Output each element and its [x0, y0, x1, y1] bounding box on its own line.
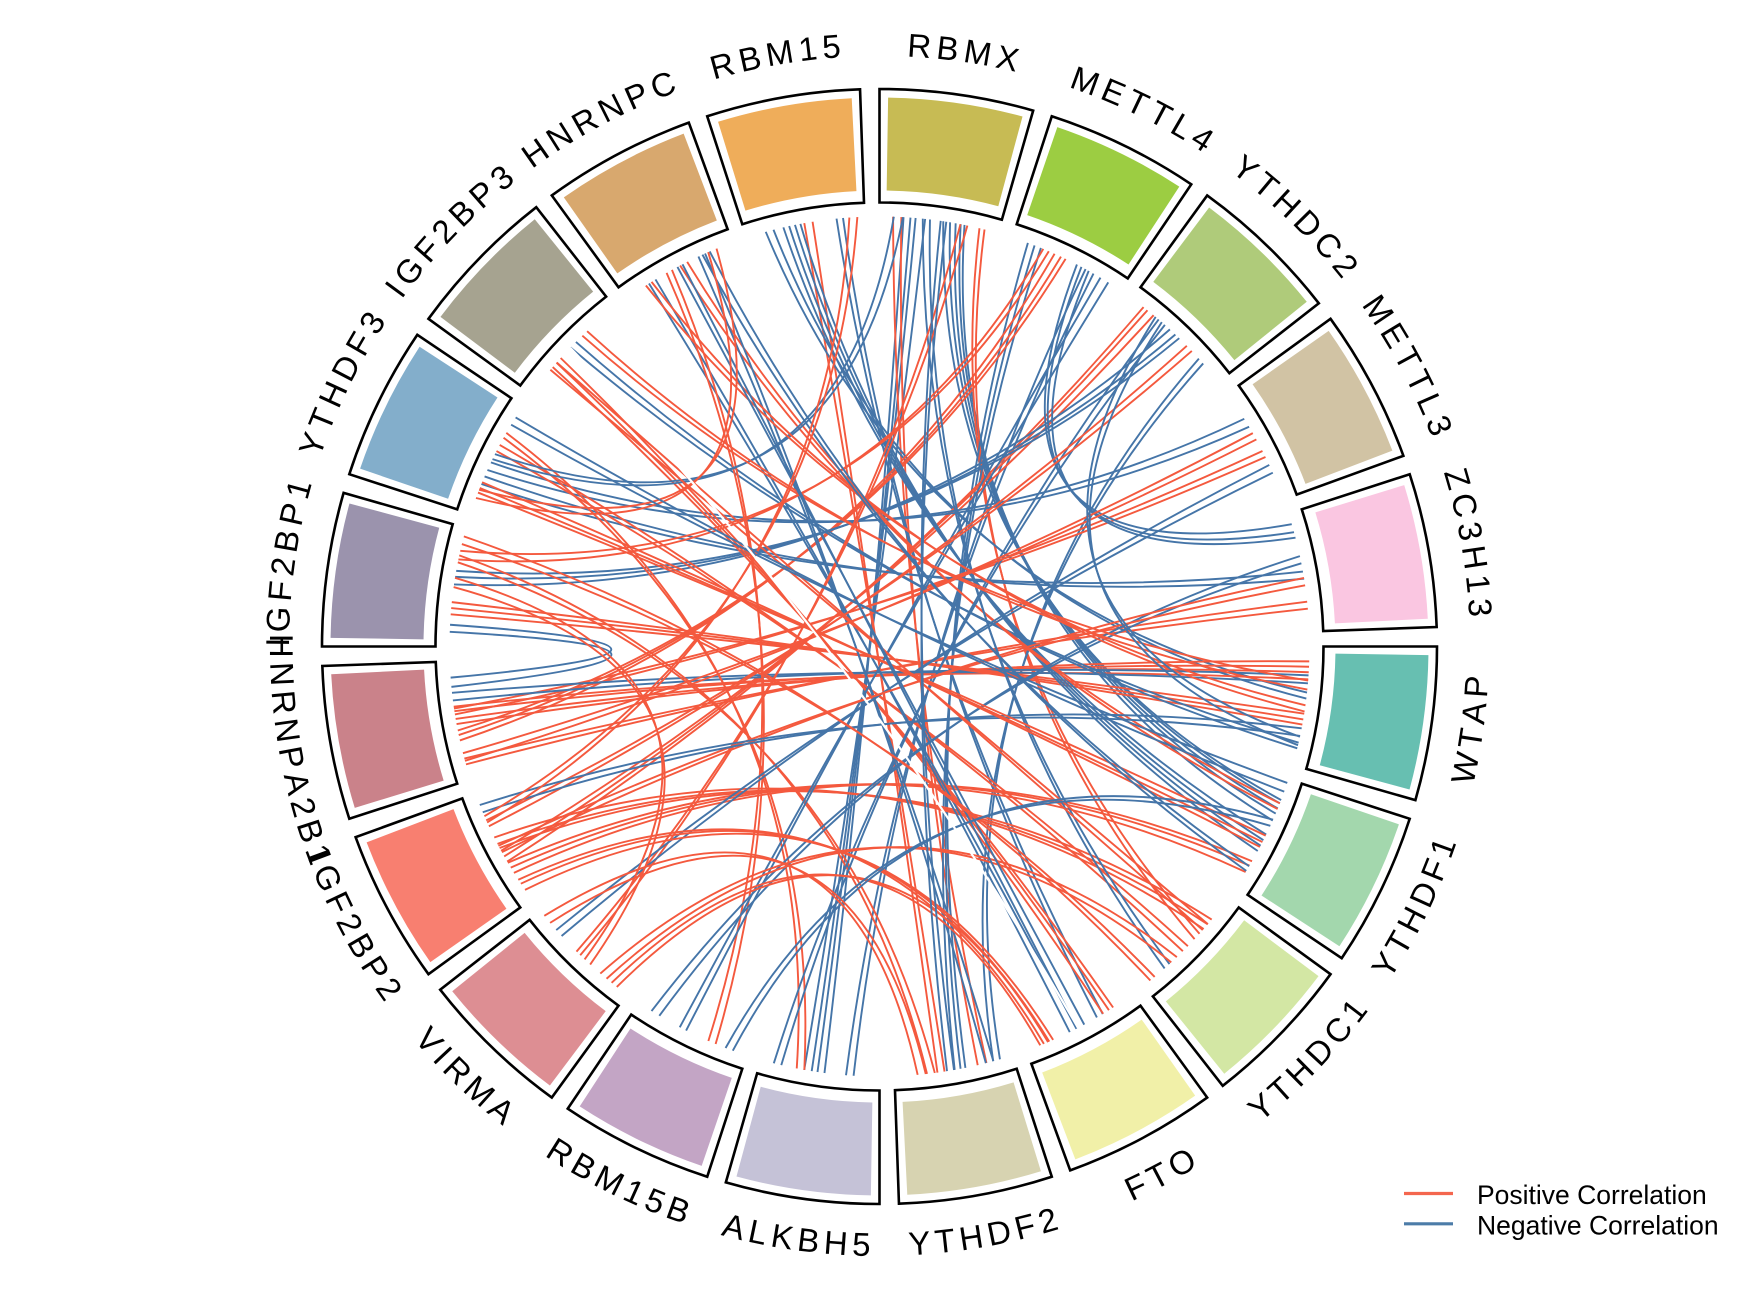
svg-text:Y: Y [907, 1224, 931, 1262]
svg-text:H: H [823, 1224, 849, 1263]
svg-text:G: G [259, 606, 297, 633]
svg-text:H: H [263, 634, 300, 658]
svg-text:1: 1 [1459, 573, 1498, 595]
svg-text:M: M [763, 32, 796, 73]
svg-text:P: P [1457, 674, 1495, 698]
svg-text:I: I [259, 638, 296, 647]
svg-text:R: R [906, 27, 932, 65]
svg-text:N: N [263, 661, 301, 687]
svg-text:H: H [1455, 543, 1495, 572]
svg-text:2: 2 [263, 555, 302, 578]
svg-text:B: B [935, 29, 961, 68]
svg-text:1: 1 [796, 29, 819, 68]
svg-text:B: B [795, 1221, 821, 1260]
svg-text:T: T [933, 1221, 957, 1260]
svg-text:Positive Correlation: Positive Correlation [1477, 1180, 1707, 1210]
svg-text:Negative Correlation: Negative Correlation [1477, 1210, 1719, 1240]
svg-text:F: F [261, 579, 300, 602]
svg-text:H: H [957, 1217, 986, 1257]
svg-text:5: 5 [852, 1225, 871, 1263]
svg-text:N: N [267, 716, 307, 745]
svg-text:3: 3 [1461, 597, 1499, 618]
svg-text:M: M [961, 32, 994, 73]
svg-text:R: R [265, 689, 304, 716]
svg-text:5: 5 [821, 27, 842, 65]
svg-text:A: A [1454, 700, 1493, 726]
